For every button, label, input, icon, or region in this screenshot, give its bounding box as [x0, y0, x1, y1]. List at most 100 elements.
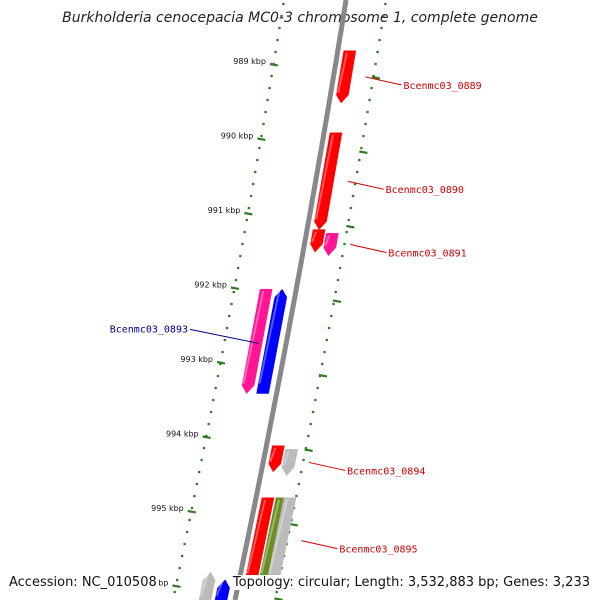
guide-dot: [345, 230, 348, 234]
gene-highlight: [324, 234, 331, 247]
guide-dot: [295, 494, 298, 498]
guide-dot: [270, 74, 273, 78]
guide-dot: [178, 566, 181, 570]
guide-dot: [200, 458, 203, 462]
guide-dot: [239, 254, 242, 258]
gene-highlight: [337, 52, 348, 94]
tick-mark: [230, 286, 240, 290]
guide-dot: [325, 338, 329, 342]
guide-dot: [370, 86, 373, 90]
tick-label: 994 kbp: [166, 430, 199, 439]
guide-dot: [323, 350, 326, 354]
gene-label[interactable]: Bcenmc03_0891: [388, 249, 466, 260]
guide-dot: [276, 38, 279, 42]
guide-dot: [347, 218, 351, 222]
guide-dot: [207, 422, 210, 426]
guide-dot: [256, 158, 259, 162]
map-title: Burkholderia cenocepacia MC0-3 chromosom…: [62, 10, 538, 26]
guide-dot: [253, 170, 257, 174]
guide-dot: [336, 278, 340, 282]
gene-arrow[interactable]: [314, 132, 343, 231]
gene-label[interactable]: Bcenmc03_0890: [386, 185, 464, 196]
guide-dot: [175, 578, 179, 582]
gene-label[interactable]: Bcenmc03_0893: [110, 324, 188, 335]
guide-dot: [180, 554, 184, 558]
label-leader: [308, 461, 346, 471]
gene-arrow[interactable]: [268, 445, 285, 473]
tick-label: 990 kbp: [221, 132, 254, 141]
gene-arrow[interactable]: [323, 233, 339, 257]
accession-label: Accession: NC_010508: [9, 575, 159, 590]
guide-dot: [202, 446, 206, 450]
guide-dot: [262, 122, 265, 126]
guide-dot: [320, 362, 324, 366]
tick-label: 989 kbp: [233, 57, 266, 66]
guide-dot: [241, 242, 244, 246]
tick-label: 995 kbp: [151, 504, 184, 513]
tick-mark-outer: [371, 75, 381, 80]
guide-dot: [366, 110, 369, 114]
tick-mark-outer: [304, 448, 313, 452]
guide-dot: [266, 98, 269, 102]
gene-arrow[interactable]: [198, 571, 216, 600]
guide-dot: [380, 26, 383, 30]
gene-arrow[interactable]: [310, 229, 326, 253]
guide-dot: [275, 590, 278, 594]
guide-dot: [223, 338, 227, 342]
chromosome-backbone: [232, 0, 349, 600]
guide-dot: [358, 158, 361, 162]
gene-highlight: [258, 290, 281, 384]
gene-features: [198, 50, 357, 600]
tick-mark-outer: [318, 373, 328, 378]
guide-dot: [376, 50, 379, 54]
guide-dot: [234, 278, 238, 282]
guide-dot: [193, 494, 196, 498]
tick-mark: [257, 137, 266, 141]
guide-dot: [243, 230, 246, 234]
tick-mark-outer: [346, 224, 355, 229]
gene-highlight: [268, 499, 288, 574]
tick-mark-outer: [289, 522, 298, 527]
gene-arrow[interactable]: [281, 449, 299, 476]
guide-dot: [334, 290, 338, 294]
guide-dot: [349, 206, 353, 210]
tick-mark: [202, 435, 211, 439]
gene-highlight: [315, 134, 334, 220]
guide-dot: [338, 266, 342, 270]
guide-dot: [343, 242, 346, 246]
guide-dot: [188, 518, 191, 522]
guide-dot: [378, 38, 381, 42]
tick-label: 992 kbp: [194, 281, 227, 290]
backbone-line: [232, 0, 349, 600]
gene-highlight: [282, 451, 290, 466]
gene-arrow[interactable]: [256, 288, 288, 394]
guide-dot: [316, 386, 319, 390]
tick-mark: [216, 360, 226, 365]
guide-dot: [351, 194, 355, 198]
guide-dot: [247, 206, 251, 210]
gene-highlight: [269, 447, 277, 463]
guide-dot: [268, 86, 271, 90]
gene-label[interactable]: Bcenmc03_0894: [347, 466, 425, 477]
label-leader: [350, 244, 387, 254]
guide-dot: [364, 122, 367, 126]
guide-dot: [183, 542, 186, 546]
gene-labels: Bcenmc03_0889 Bcenmc03_0890 Bcenmc03_0891 B…: [110, 76, 482, 556]
gene-label[interactable]: Bcenmc03_0895: [339, 545, 417, 556]
gene-arrow[interactable]: [214, 579, 230, 600]
gene-arrow[interactable]: [336, 50, 357, 104]
guide-dot: [362, 134, 365, 138]
guide-dot: [282, 2, 285, 6]
gene-arrow[interactable]: [241, 288, 273, 394]
guide-dot: [197, 470, 201, 474]
guide-dot: [314, 398, 317, 402]
guide-dot: [195, 482, 199, 486]
guide-dot: [382, 14, 385, 18]
label-leader: [189, 328, 259, 344]
guide-dot: [227, 314, 231, 318]
guide-dot: [214, 386, 217, 390]
tick-label: 993 kbp: [180, 355, 213, 364]
guide-dot: [249, 194, 253, 198]
gene-label[interactable]: Bcenmc03_0889: [403, 81, 481, 92]
